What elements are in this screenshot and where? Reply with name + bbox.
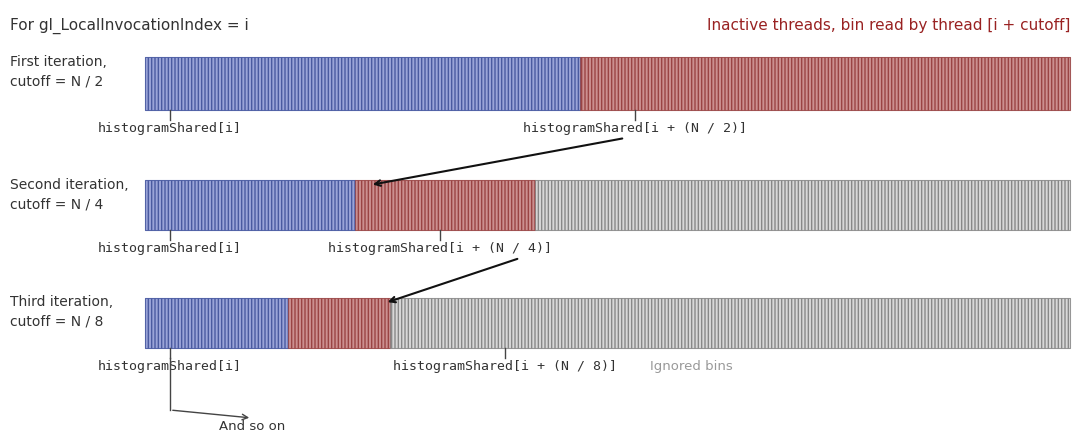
- Text: histogramShared[i + (N / 4)]: histogramShared[i + (N / 4)]: [328, 242, 552, 255]
- Bar: [580, 57, 1070, 110]
- Bar: [145, 298, 288, 348]
- Text: histogramShared[i]: histogramShared[i]: [98, 242, 242, 255]
- Bar: [145, 57, 580, 110]
- Text: histogramShared[i + (N / 2)]: histogramShared[i + (N / 2)]: [523, 122, 747, 135]
- Bar: [145, 298, 288, 348]
- Bar: [355, 180, 535, 230]
- Bar: [535, 180, 1070, 230]
- Bar: [145, 180, 355, 230]
- Text: And so on: And so on: [219, 420, 285, 433]
- Bar: [390, 298, 1070, 348]
- Bar: [355, 180, 535, 230]
- Text: Second iteration,
cutoff = N / 4: Second iteration, cutoff = N / 4: [10, 178, 129, 212]
- Bar: [580, 57, 1070, 110]
- Bar: [390, 298, 1070, 348]
- Text: Ignored bins: Ignored bins: [650, 360, 732, 373]
- Text: histogramShared[i]: histogramShared[i]: [98, 122, 242, 135]
- Bar: [145, 180, 355, 230]
- Text: Inactive threads, bin read by thread [i + cutoff]: Inactive threads, bin read by thread [i …: [706, 18, 1070, 33]
- Bar: [288, 298, 390, 348]
- Text: Third iteration,
cutoff = N / 8: Third iteration, cutoff = N / 8: [10, 295, 113, 329]
- Bar: [535, 180, 1070, 230]
- Text: histogramShared[i]: histogramShared[i]: [98, 360, 242, 373]
- Text: For gl_LocalInvocationIndex = i: For gl_LocalInvocationIndex = i: [10, 18, 248, 34]
- Text: histogramShared[i + (N / 8)]: histogramShared[i + (N / 8)]: [393, 360, 617, 373]
- Bar: [288, 298, 390, 348]
- Text: First iteration,
cutoff = N / 2: First iteration, cutoff = N / 2: [10, 55, 107, 89]
- Bar: [145, 57, 580, 110]
